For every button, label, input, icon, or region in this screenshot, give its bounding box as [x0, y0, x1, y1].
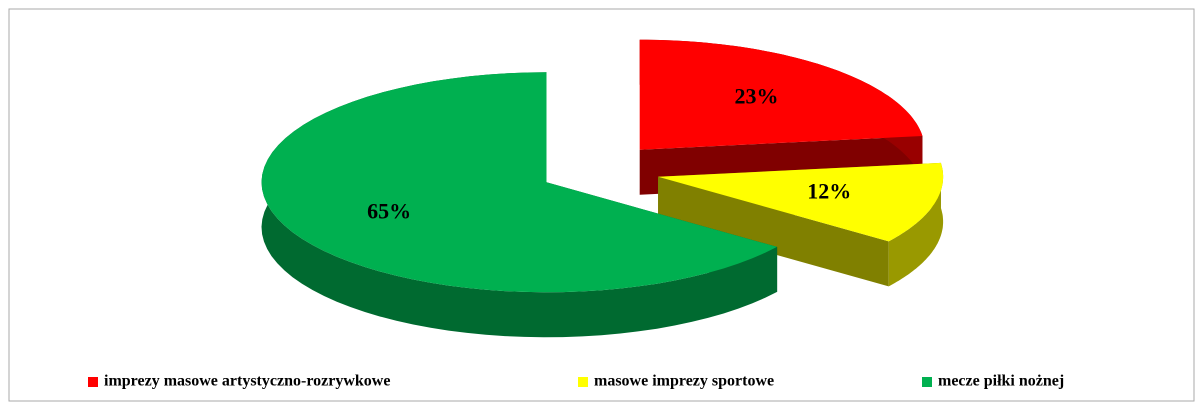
slice-side [261, 72, 778, 338]
legend-swatch [922, 377, 932, 387]
slice-wall [658, 176, 889, 287]
slice-side [888, 162, 944, 287]
value-label: 23% [735, 84, 779, 109]
legend-label: mecze piłki nożnej [938, 373, 1064, 390]
legend-label: masowe imprezy sportowe [594, 373, 774, 390]
value-label: 12% [807, 179, 851, 204]
legend-swatch [578, 377, 588, 387]
slice-top [658, 162, 944, 242]
legend-label: imprezy masowe artystyczno-rozrywkowe [104, 373, 390, 390]
pie-slice [658, 162, 944, 287]
value-label: 65% [367, 198, 411, 223]
legend-swatch [88, 377, 98, 387]
slice-top [261, 72, 778, 293]
pie-slice [261, 72, 778, 338]
slice-top [639, 39, 923, 150]
